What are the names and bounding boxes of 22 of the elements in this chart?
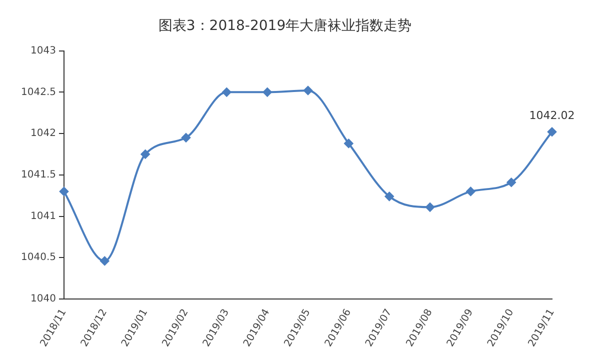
point <box>303 86 312 96</box>
y-tick-label: 1040 <box>30 294 56 305</box>
y-tick-label: 1040.5 <box>20 252 56 264</box>
data-label: 1042.02 <box>529 109 575 122</box>
chart-title: 图表3：2018-2019年大唐袜业指数走势 <box>158 18 412 34</box>
point <box>100 256 110 266</box>
y-tick-label: 1041.5 <box>20 170 56 181</box>
point <box>506 178 516 187</box>
point <box>344 138 354 148</box>
point <box>59 186 68 196</box>
y-tick-label: 1043 <box>30 45 56 56</box>
y-tick-label: 1042 <box>30 128 56 140</box>
point <box>384 192 394 201</box>
point <box>181 133 190 142</box>
y-tick-label: 1041 <box>30 210 56 222</box>
point <box>222 88 232 97</box>
point <box>140 150 150 159</box>
point <box>466 186 476 196</box>
point <box>262 88 272 97</box>
point <box>426 202 434 212</box>
y-tick-label: 1042.5 <box>20 86 56 98</box>
point <box>548 127 556 136</box>
